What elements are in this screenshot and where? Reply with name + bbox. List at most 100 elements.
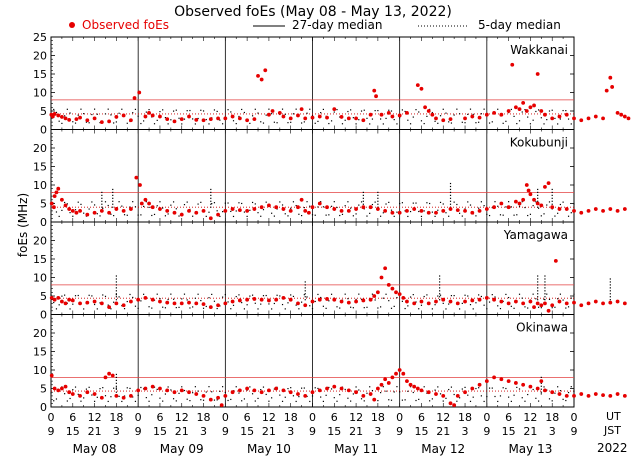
5day-median-dot	[238, 202, 240, 204]
5day-median-spike	[210, 200, 212, 202]
5day-median-spike	[115, 278, 117, 280]
5day-median-dot	[366, 117, 368, 119]
y-tick-label: 0	[40, 216, 47, 229]
observed-point	[386, 110, 391, 115]
5day-median-dot	[333, 111, 335, 113]
5day-median-spike	[544, 281, 546, 283]
observed-point	[187, 390, 191, 395]
observed-point	[430, 112, 435, 117]
observed-point	[67, 117, 72, 122]
observed-point	[604, 88, 609, 93]
x-tick-label-jst: 9	[222, 425, 229, 438]
5day-median-dot	[396, 297, 398, 299]
observed-point	[361, 205, 366, 210]
5day-median-dot	[363, 109, 365, 111]
5day-median-dot	[548, 201, 551, 203]
5day-median-dot	[77, 201, 79, 203]
observed-point	[372, 88, 377, 93]
5day-median-dot	[273, 215, 275, 217]
5day-median-dot	[450, 386, 453, 388]
y-tick-label: 5	[40, 105, 47, 118]
5day-median-dot	[91, 113, 93, 116]
observed-point	[99, 301, 104, 306]
5day-median-dot	[497, 108, 499, 110]
observed-point	[434, 210, 438, 215]
5day-median-dot	[371, 293, 374, 295]
5day-median-dot	[379, 306, 382, 308]
5day-median-dot	[170, 293, 172, 295]
observed-point	[259, 390, 264, 395]
5day-median-dot	[254, 108, 256, 110]
observed-point	[463, 209, 467, 213]
5day-median-dot	[72, 303, 74, 305]
observed-point	[477, 209, 482, 213]
5day-median-dot	[445, 308, 447, 310]
observed-point	[194, 117, 199, 122]
5day-median-dot	[412, 294, 414, 296]
5day-median-spike	[210, 206, 212, 208]
5day-median-dot	[91, 201, 93, 203]
5day-median-dot	[121, 108, 123, 110]
5day-median-dot	[164, 393, 167, 395]
observed-point	[237, 388, 242, 393]
5day-median-dot	[107, 400, 109, 403]
5day-median-dot	[423, 386, 425, 388]
observed-point	[368, 392, 373, 396]
5day-median-dot	[420, 120, 423, 122]
5day-median-spike	[537, 275, 539, 277]
5day-median-dot	[232, 304, 235, 306]
5day-median-spike	[115, 379, 117, 381]
y-tick-label: 5	[40, 383, 47, 396]
5day-median-dot	[314, 122, 316, 124]
observed-point	[535, 201, 540, 206]
5day-median-spike	[210, 191, 212, 193]
5day-median-spike	[304, 293, 306, 295]
5day-median-dot	[573, 390, 575, 392]
observed-point	[129, 118, 133, 123]
observed-point	[134, 175, 139, 180]
5day-median-dot	[426, 115, 428, 117]
5day-median-dot	[336, 400, 338, 402]
5day-median-dot	[336, 109, 338, 111]
observed-point	[252, 297, 257, 301]
5day-median-dot	[415, 399, 417, 402]
observed-point	[70, 392, 75, 396]
y-tick-label: 0	[40, 124, 47, 137]
5day-median-dot	[140, 386, 142, 389]
observed-point	[208, 397, 213, 402]
observed-point	[136, 388, 141, 393]
5day-median-dot	[85, 388, 88, 390]
5day-median-dot	[137, 214, 139, 216]
5day-median-dot	[194, 386, 196, 388]
observed-point	[528, 299, 533, 304]
observed-point	[412, 207, 417, 211]
observed-point	[201, 118, 206, 123]
5day-median-dot	[330, 293, 333, 295]
5day-median-dot	[134, 400, 137, 403]
observed-point	[56, 388, 61, 393]
observed-point	[615, 392, 620, 396]
5day-median-dot	[295, 400, 297, 403]
5day-median-dot	[276, 294, 278, 296]
5day-median-spike	[210, 197, 212, 199]
observed-point	[67, 390, 72, 395]
observed-point	[172, 210, 177, 215]
5day-median-dot	[570, 123, 572, 125]
observed-point	[332, 297, 337, 302]
5day-median-spike	[449, 188, 452, 191]
5day-median-dot	[393, 305, 395, 307]
5day-median-dot	[529, 123, 532, 125]
observed-point	[557, 207, 562, 211]
observed-point	[216, 116, 220, 121]
5day-median-dot	[219, 390, 221, 392]
5day-median-dot	[251, 393, 254, 395]
5day-median-dot	[309, 305, 311, 307]
5day-median-dot	[434, 389, 436, 391]
5day-median-dot	[513, 214, 515, 216]
observed-point	[532, 305, 536, 309]
5day-median-dot	[475, 302, 477, 304]
5day-median-dot	[325, 214, 327, 216]
observed-point	[463, 299, 467, 304]
5day-median-dot	[222, 296, 224, 298]
